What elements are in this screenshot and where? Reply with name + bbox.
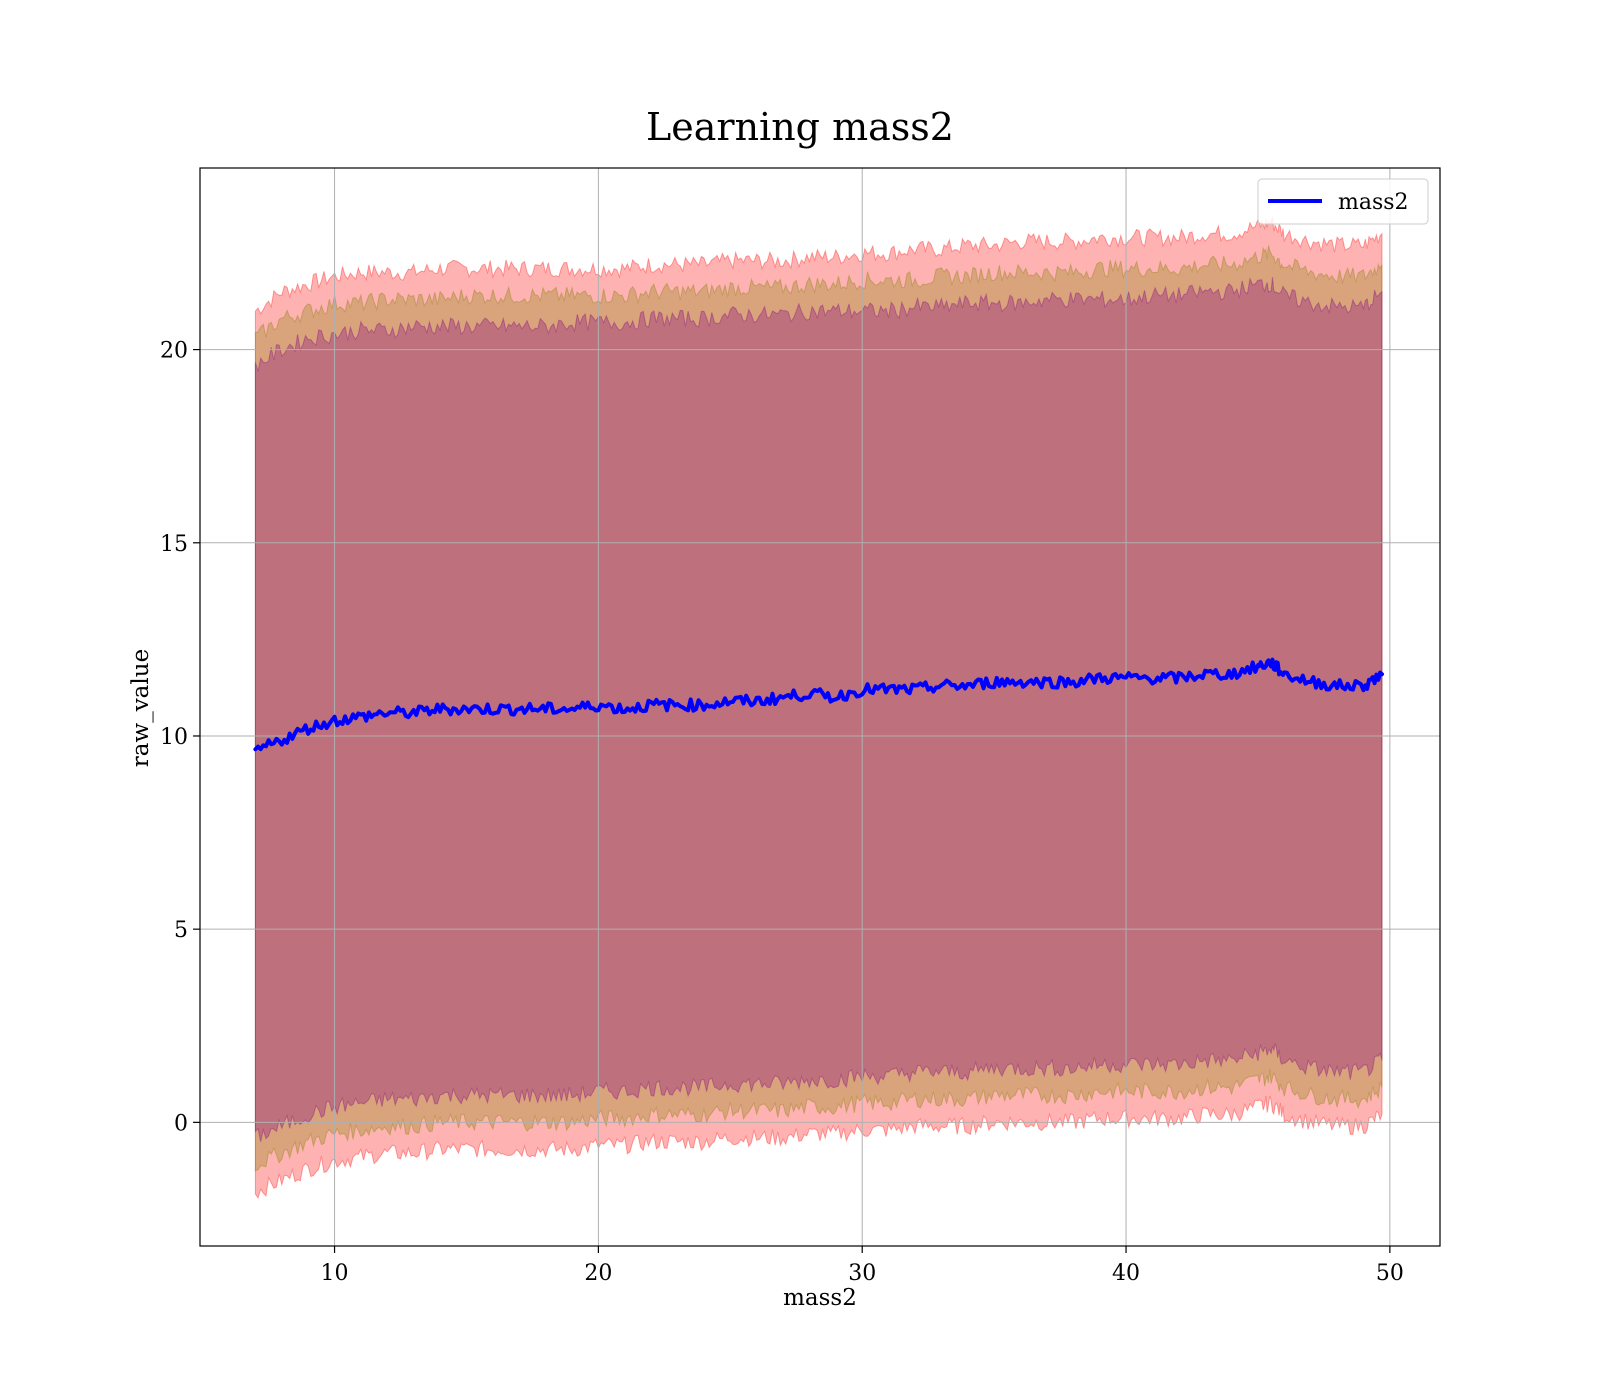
y-tick-label: 15 bbox=[160, 532, 188, 557]
y-tick-label: 10 bbox=[160, 725, 188, 750]
chart-title: Learning mass2 bbox=[646, 105, 954, 149]
x-axis-ticks: 10 20 30 40 50 bbox=[321, 1246, 1404, 1286]
legend: mass2 bbox=[1257, 178, 1429, 225]
confidence-band-2 bbox=[254, 245, 1383, 1172]
y-tick-label: 0 bbox=[174, 1111, 188, 1136]
series-line-mass2 bbox=[253, 657, 1384, 752]
confidence-band-3 bbox=[254, 277, 1383, 1142]
legend-box bbox=[1257, 178, 1429, 225]
confidence-bands bbox=[254, 216, 1383, 1200]
y-axis-ticks: 0 5 10 15 20 bbox=[160, 339, 200, 1136]
plot-frame bbox=[199, 167, 1441, 1247]
x-tick-label: 30 bbox=[848, 1261, 876, 1286]
y-tick-label: 5 bbox=[174, 918, 188, 943]
x-axis-label: mass2 bbox=[783, 1285, 857, 1311]
confidence-band-1 bbox=[254, 216, 1383, 1200]
x-tick-label: 50 bbox=[1376, 1261, 1404, 1286]
x-tick-label: 10 bbox=[321, 1261, 349, 1286]
series-lines bbox=[253, 657, 1384, 752]
grid bbox=[200, 168, 1440, 1246]
legend-label-mass2: mass2 bbox=[1338, 190, 1409, 215]
y-axis-label: raw_value bbox=[128, 649, 154, 767]
x-tick-label: 40 bbox=[1112, 1261, 1140, 1286]
y-tick-label: 20 bbox=[160, 339, 188, 364]
x-tick-label: 20 bbox=[584, 1261, 612, 1286]
